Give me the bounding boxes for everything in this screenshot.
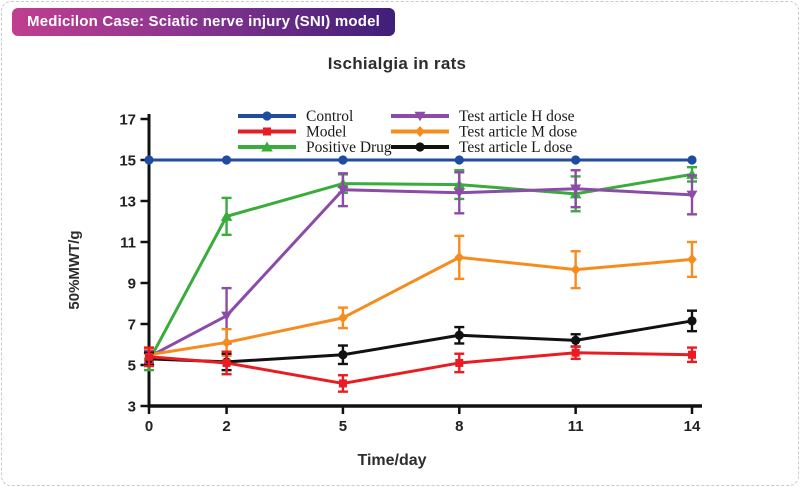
series-model — [144, 345, 697, 393]
x-tick-label: 5 — [339, 418, 347, 435]
triangle-up-marker — [261, 141, 273, 152]
legend-label: Control — [306, 108, 353, 125]
y-tick-label: 11 — [120, 235, 136, 252]
square-marker — [263, 127, 271, 136]
y-tick-label: 9 — [128, 276, 136, 293]
circle-marker — [687, 155, 697, 165]
triangle-down-marker — [337, 185, 349, 195]
y-tick-label: 5 — [128, 358, 136, 375]
circle-marker — [415, 142, 425, 152]
square-marker — [145, 352, 153, 361]
legend-label: Test article L dose — [459, 139, 572, 156]
circle-marker — [262, 111, 272, 121]
legend-item-positive-drug: Positive Drug — [238, 139, 392, 156]
case-badge: Medicilon Case: Sciatic nerve injury (SN… — [12, 8, 396, 36]
circle-marker — [221, 155, 232, 165]
series-control — [144, 155, 697, 165]
y-tick-label: 3 — [128, 399, 136, 416]
circle-marker — [144, 155, 154, 165]
diamond-marker — [687, 253, 697, 265]
x-tick-label: 14 — [684, 418, 701, 435]
square-marker — [222, 358, 231, 367]
circle-marker — [454, 330, 464, 340]
diamond-marker — [338, 312, 348, 324]
square-marker — [338, 379, 347, 388]
diamond-marker — [454, 251, 465, 263]
legend-label: Positive Drug — [306, 139, 392, 156]
triangle-down-marker — [570, 184, 582, 194]
diamond-marker — [415, 126, 425, 137]
legend-item-test-article-h-dose: Test article H dose — [391, 108, 575, 125]
legend-item-control: Control — [238, 108, 353, 125]
triangle-down-marker — [414, 111, 426, 122]
y-tick-label: 15 — [119, 153, 136, 170]
legend-label: Model — [306, 124, 346, 141]
square-marker — [688, 350, 696, 359]
circle-marker — [687, 316, 697, 326]
circle-marker — [454, 155, 464, 165]
case-badge-label: Medicilon Case: Sciatic nerve injury (SN… — [27, 13, 381, 30]
circle-marker — [571, 155, 581, 165]
series-line — [148, 255, 693, 357]
chart-title: Ischialgia in rats — [327, 54, 467, 73]
circle-marker — [338, 350, 348, 360]
x-tick-label: 2 — [222, 418, 230, 435]
square-marker — [571, 348, 580, 357]
series-line — [148, 351, 693, 385]
y-tick-label: 7 — [128, 317, 136, 334]
diamond-marker — [221, 336, 232, 348]
triangle-up-marker — [220, 210, 233, 221]
circle-marker — [338, 155, 348, 165]
legend-item-model: Model — [238, 124, 346, 141]
legend-label: Test article H dose — [459, 108, 575, 125]
diamond-marker — [570, 264, 581, 276]
x-tick-label: 11 — [568, 418, 584, 435]
x-axis-label: Time/day — [357, 452, 427, 469]
y-tick-label: 17 — [119, 112, 136, 129]
x-tick-label: 0 — [145, 418, 153, 435]
legend-label: Test article M dose — [459, 124, 577, 141]
triangle-down-marker — [453, 188, 465, 198]
y-tick-label: 13 — [119, 194, 136, 211]
legend-item-test-article-l-dose: Test article L dose — [391, 139, 572, 156]
square-marker — [455, 358, 464, 367]
triangle-down-marker — [686, 190, 698, 201]
circle-marker — [571, 335, 581, 345]
x-tick-label: 8 — [455, 418, 463, 435]
legend-item-test-article-m-dose: Test article M dose — [391, 124, 577, 141]
axes: 3 5 7 9 11 13 15 17 0 2 5 8 11 14 — [119, 112, 702, 435]
series-line — [148, 187, 693, 359]
triangle-down-marker — [221, 311, 233, 321]
